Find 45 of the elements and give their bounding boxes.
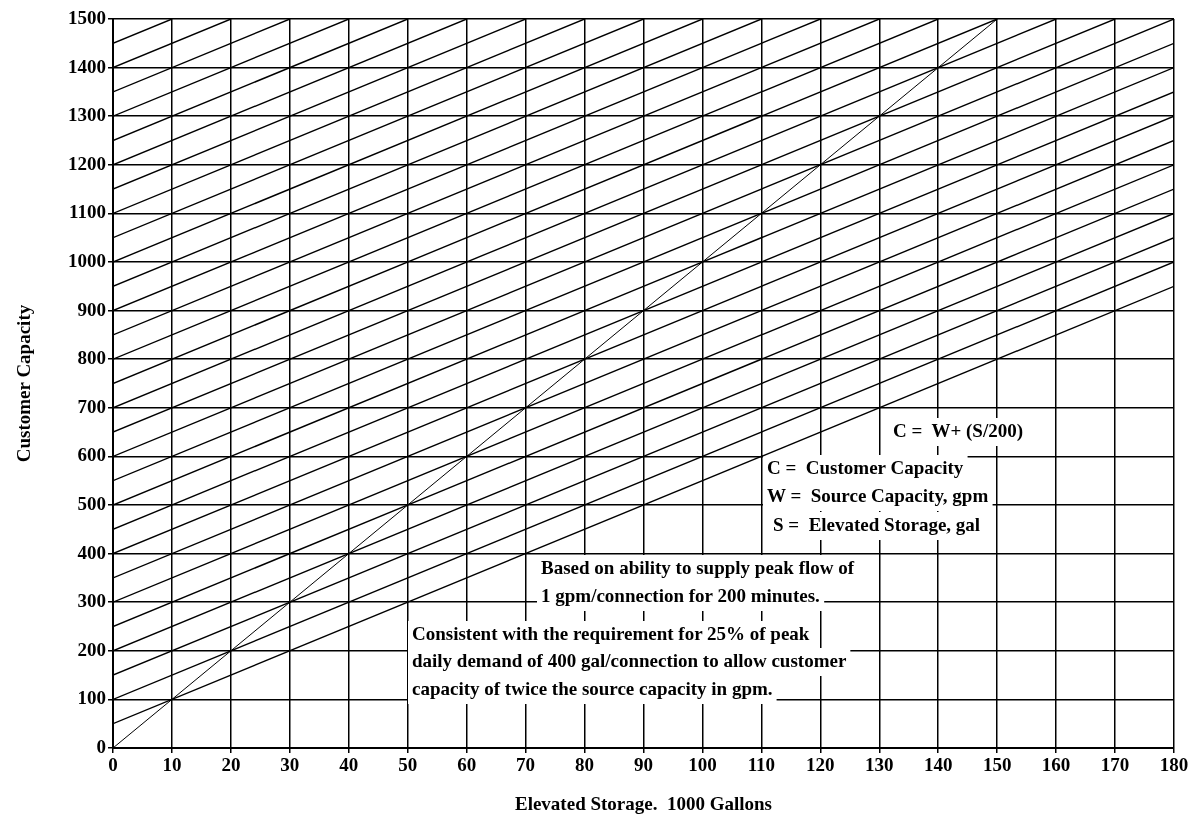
- x-axis-title: Elevated Storage. 1000 Gallons: [514, 792, 773, 814]
- y-tick-label: 1200: [68, 152, 106, 174]
- x-tick-label: 90: [634, 754, 653, 776]
- x-tick-label: 30: [280, 754, 300, 776]
- annotation: Based on ability to supply peak flow of: [541, 556, 855, 578]
- x-tick-label: 120: [806, 754, 835, 776]
- annotation: W = Source Capacity, gpm: [767, 484, 989, 506]
- y-tick-label: 1500: [68, 6, 106, 28]
- y-axis-title: Customer Capacity: [13, 304, 35, 463]
- x-tick-label: 50: [398, 754, 418, 776]
- x-tick-label: 80: [575, 754, 595, 776]
- x-tick-label: 10: [162, 754, 182, 776]
- y-tick-label: 500: [77, 492, 106, 514]
- x-tick-label: 40: [339, 754, 359, 776]
- y-tick-label: 1100: [69, 201, 106, 223]
- x-tick-label: 140: [923, 754, 953, 776]
- y-tick-label: 1300: [68, 104, 106, 126]
- x-tick-label: 70: [516, 754, 536, 776]
- annotation: C = Customer Capacity: [767, 456, 964, 478]
- x-tick-label: 130: [865, 754, 894, 776]
- y-tick-label: 0: [96, 735, 106, 757]
- x-tick-label: 150: [982, 754, 1012, 776]
- annotation: daily demand of 400 gal/connection to allow customer: [412, 649, 847, 671]
- y-tick-label: 800: [77, 347, 106, 369]
- y-tick-label: 600: [77, 444, 106, 466]
- y-tick-label: 1400: [68, 55, 106, 77]
- y-tick-label: 400: [77, 541, 106, 563]
- x-tick-label: 160: [1041, 754, 1071, 776]
- y-tick-label: 900: [77, 298, 106, 320]
- x-tick-label: 180: [1159, 754, 1189, 776]
- x-tick-label: 60: [457, 754, 477, 776]
- y-tick-label: 700: [77, 395, 106, 417]
- y-tick-label: 1000: [68, 249, 106, 271]
- x-tick-label: 110: [747, 754, 776, 776]
- annotation: C = W+ (S/200): [893, 419, 1024, 442]
- y-tick-label: 100: [77, 687, 106, 709]
- x-tick-label: 20: [221, 754, 241, 776]
- y-tick-label: 300: [77, 590, 106, 612]
- x-tick-label: 100: [688, 754, 717, 776]
- annotation: Consistent with the requirement for 25% of peak: [412, 622, 810, 644]
- y-tick-label: 200: [77, 638, 106, 660]
- x-tick-label: 170: [1100, 754, 1130, 776]
- annotation: 1 gpm/connection for 200 minutes.: [541, 584, 820, 606]
- annotation: capacity of twice the source capacity in gpm.: [412, 677, 773, 699]
- annotation: S = Elevated Storage, gal: [773, 513, 981, 535]
